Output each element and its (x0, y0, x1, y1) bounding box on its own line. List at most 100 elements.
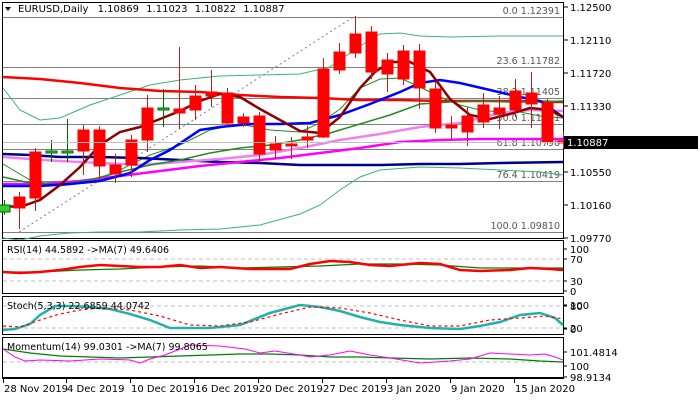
candle-body (317, 68, 330, 138)
candle (493, 96, 506, 129)
candle (365, 26, 378, 79)
candle-body (397, 50, 410, 80)
candle (525, 72, 538, 128)
candle (381, 53, 394, 92)
candle-body (493, 107, 506, 115)
candle-body (285, 143, 298, 147)
current-price-badge: 1.10887 (564, 136, 698, 149)
candle (349, 16, 362, 58)
candle (301, 126, 314, 148)
price-tick-label: 1.09770 (570, 234, 611, 245)
chart-header: EURUSD,Daily 1.10869 1.11023 1.10822 1.1… (5, 4, 285, 15)
candle-body (189, 95, 202, 111)
candle-body (237, 116, 250, 124)
time-tick-label: 20 Dec 2019 (259, 384, 323, 395)
candlesticks (0, 16, 570, 229)
indicator-tick-label: 20 (570, 324, 583, 335)
price-tick-label: 1.12110 (570, 36, 611, 47)
ohlc-open: 1.10869 (98, 4, 139, 15)
candle (237, 113, 250, 127)
candle-body (13, 196, 26, 209)
stoch-signal-line (2, 306, 564, 328)
stochastic-pane[interactable]: Stoch(5,3,3) 22.6859 44.0742 (2, 296, 564, 335)
candle-body (381, 59, 394, 75)
time-tick-label: 4 Dec 2019 (67, 384, 125, 395)
candle (221, 88, 234, 126)
indicator-tick-label: 0 (570, 325, 576, 336)
ohlc-low: 1.10822 (195, 4, 236, 15)
stochastic-label: Stoch(5,3,3) 22.6859 44.0742 (7, 301, 150, 312)
momentum-ma-line (2, 348, 564, 363)
candle-body (0, 204, 11, 213)
svg-text:EURUSD,Daily 1.10869: EURUSD,Daily 1.10869 1.11023 1.10822 1.1… (18, 4, 285, 15)
candle (29, 148, 42, 211)
candle (61, 119, 74, 162)
time-tick-label: 15 Jan 2020 (515, 384, 575, 395)
candle (45, 140, 58, 162)
candle-body (445, 124, 458, 129)
momentum-line (2, 344, 564, 364)
price-tick-label: 1.10160 (570, 201, 611, 212)
ohlc-high: 1.11023 (146, 4, 187, 15)
candle (0, 200, 11, 215)
momentum-label: Momentum(14) 99.0301 ->MA(7) 99.8065 (7, 342, 208, 353)
indicator-tick-label: 30 (570, 277, 583, 288)
candle-body (29, 151, 42, 199)
bollinger-lower-line (2, 166, 564, 241)
fib-level-label: 100.0 1.09810 (490, 221, 560, 232)
indicator-tick-label: 70 (570, 255, 583, 266)
dropdown-triangle-icon[interactable] (5, 7, 11, 11)
candle-body (173, 108, 186, 114)
candle-body (45, 150, 58, 154)
momentum-pane[interactable]: Momentum(14) 99.0301 ->MA(7) 99.8065 (2, 337, 564, 378)
price-tick-label: 1.11720 (570, 69, 611, 80)
time-tick-label: 3 Jan 2020 (387, 384, 441, 395)
fib-level-label: 23.6 1.11782 (497, 56, 560, 67)
fib-level-label: 61.8 1.10796 (497, 138, 560, 149)
candle (173, 47, 186, 129)
candle (253, 112, 266, 163)
candle-body (109, 164, 122, 175)
candle-body (349, 33, 362, 54)
candle (77, 125, 90, 175)
symbol-label: EURUSD,Daily (18, 4, 89, 15)
candle-body (77, 129, 90, 152)
indicator-tick-label: 100 (570, 301, 589, 312)
price-tick-label: 1.10550 (570, 168, 611, 179)
price-tick-label: 1.12500 (570, 3, 611, 14)
rsi-ma-line (3, 263, 563, 273)
candle-body (253, 115, 266, 155)
candle-body (221, 92, 234, 124)
time-tick-label: 16 Dec 2019 (195, 384, 259, 395)
candle (285, 137, 298, 159)
candle (269, 136, 282, 159)
time-tick-label: 28 Nov 2019 (4, 384, 68, 395)
candle (333, 43, 346, 74)
candle (445, 116, 458, 139)
fib-level-label: 76.4 1.10419 (497, 170, 560, 181)
price-axis[interactable]: 1.125001.121101.117201.113301.109401.105… (564, 3, 611, 245)
candle-body (93, 129, 106, 167)
fib-level-label: 50.0 1.11101 (497, 113, 560, 124)
candle-body (477, 104, 490, 123)
indicator-tick-label: 101.4814 (570, 348, 618, 359)
candle-body (333, 51, 346, 71)
time-tick-label: 27 Dec 2019 (323, 384, 387, 395)
candle-body (541, 102, 554, 143)
candle (413, 44, 426, 109)
fib-level-label: 0.0 1.12391 (503, 6, 560, 17)
candle (509, 79, 522, 117)
rsi-label: RSI(14) 44.5892 ->MA(7) 49.6406 (7, 245, 169, 256)
candle (477, 93, 490, 128)
candle-body (141, 107, 154, 141)
fib-trend-line (18, 15, 356, 233)
indicator-tick-label: 98.9134 (570, 373, 611, 384)
time-tick-label: 10 Dec 2019 (131, 384, 195, 395)
candle (461, 107, 474, 146)
candle-body (205, 91, 218, 97)
rsi-pane[interactable]: RSI(14) 44.5892 ->MA(7) 49.6406 (2, 240, 564, 294)
